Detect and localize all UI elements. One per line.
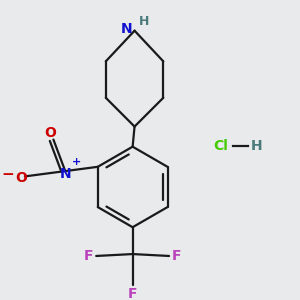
Text: N: N <box>121 22 133 36</box>
Text: H: H <box>250 139 262 153</box>
Text: H: H <box>139 15 149 28</box>
Text: N: N <box>59 167 71 181</box>
Text: −: − <box>1 167 14 182</box>
Text: F: F <box>172 249 182 263</box>
Text: +: + <box>72 157 81 167</box>
Text: O: O <box>15 171 27 185</box>
Text: O: O <box>44 126 56 140</box>
Text: F: F <box>128 287 137 300</box>
Text: F: F <box>84 249 93 263</box>
Text: Cl: Cl <box>213 139 228 153</box>
